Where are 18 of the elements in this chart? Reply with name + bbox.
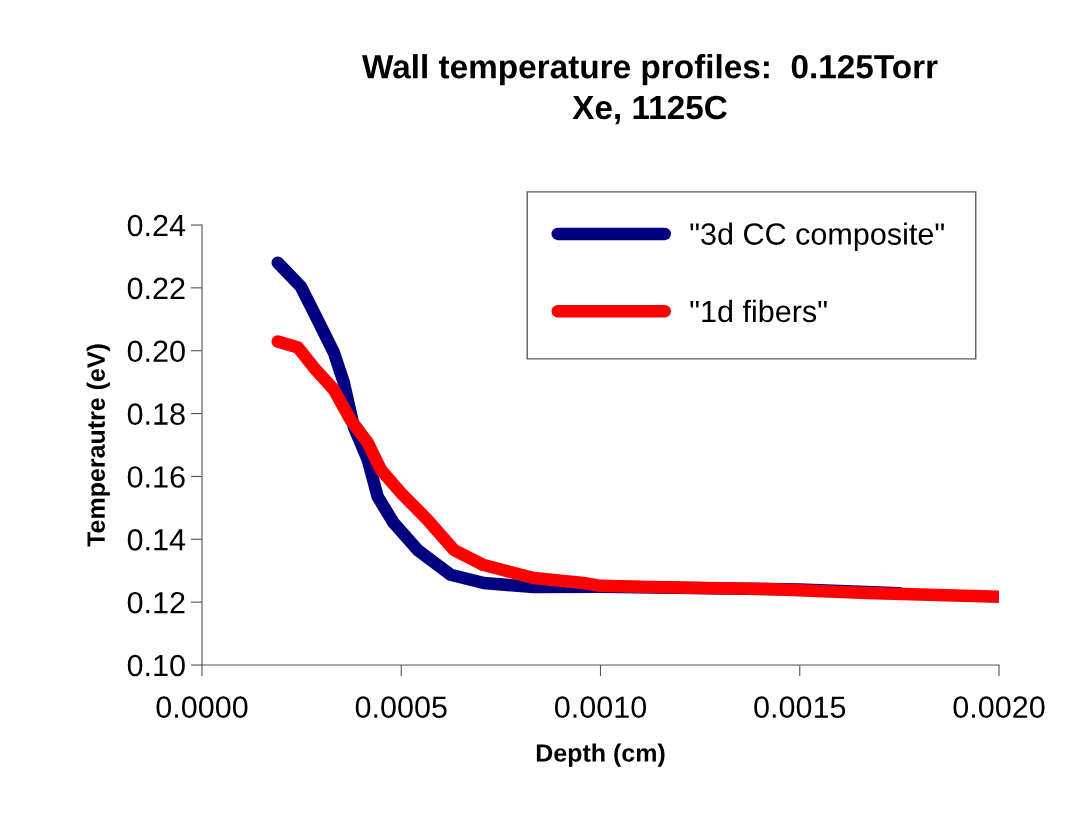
- y-tick-label: 0.14: [127, 529, 186, 551]
- y-tick-label: 0.18: [127, 403, 185, 425]
- y-tick-label: 0.20: [127, 340, 185, 363]
- y-tick-label: 0.22: [127, 277, 185, 300]
- y-tick-label: 0.16: [127, 466, 185, 488]
- x-tick-label: 0.0015: [754, 696, 846, 718]
- chart-title: Wall temperature profiles: 0.125Torr Xe, 1125C: [362, 54, 938, 125]
- x-axis-title: Depth (cm): [536, 743, 665, 767]
- y-tick-label: 0.12: [127, 591, 185, 614]
- x-tick-label: 0.0000: [156, 696, 248, 718]
- legend-label: "3d CC composite": [690, 222, 944, 251]
- x-tick-label: 0.0005: [355, 696, 447, 718]
- x-tick-label: 0.0010: [554, 696, 647, 718]
- y-tick-label: 0.10: [127, 654, 185, 677]
- x-tick-label: 0.0020: [953, 696, 1045, 718]
- y-axis-title: Temperautre (eV): [86, 344, 110, 547]
- legend-label: "1d fibers": [690, 299, 827, 323]
- y-tick-label: 0.24: [127, 214, 186, 237]
